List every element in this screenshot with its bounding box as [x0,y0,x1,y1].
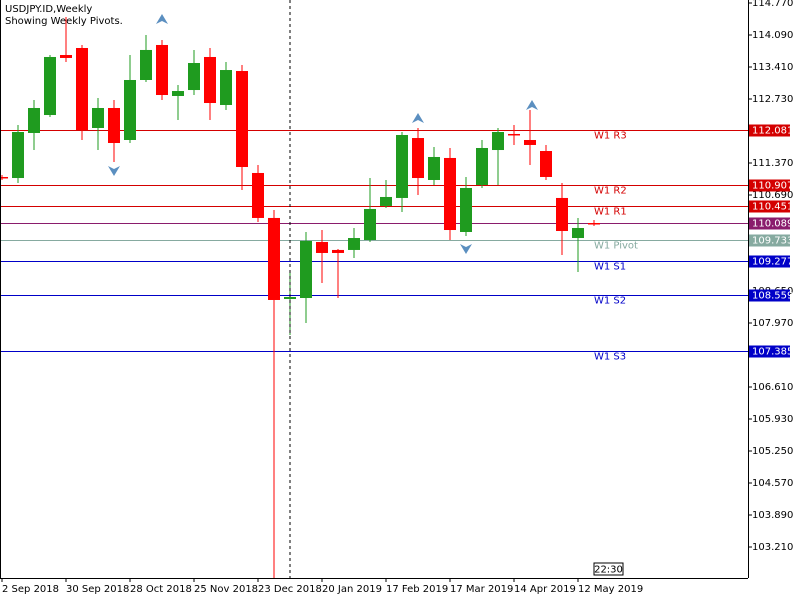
fractal-up [412,113,424,123]
fractal-up [526,100,538,110]
x-tick-label: 14 Apr 2019 [514,584,576,595]
x-tick-label: 17 Feb 2019 [386,584,448,595]
candle-body [76,47,88,131]
y-tick-label: 105.930 [752,414,793,425]
y-tick-label: 103.890 [752,510,793,521]
plot-area [0,16,748,578]
chart-subtitle: Showing Weekly Pivots. [5,16,123,27]
price-box-label: 112.081 [752,126,793,137]
candle-body [364,208,376,240]
candle-body [60,55,72,58]
x-tick-label: 20 Jan 2019 [322,584,382,595]
y-tick-label: 110.690 [752,190,793,201]
candle-body [572,227,584,239]
candle-body [92,107,104,128]
candle-body [268,217,280,300]
candle-body [252,172,264,218]
candle-body [12,131,24,179]
chart-title: USDJPY.ID,Weekly [5,4,92,15]
candle-body [380,196,392,206]
y-tick-label: 107.970 [752,318,793,329]
y-tick-label: 112.730 [752,94,793,105]
price-box [749,234,790,247]
candle-body [300,240,312,299]
price-box-label: 110.907 [752,181,793,192]
candle-body [44,56,56,116]
x-tick-label: 28 Oct 2018 [130,584,192,595]
candle-body [28,107,40,133]
candle-body [492,131,504,151]
fractal-down [108,166,120,176]
x-tick-label: 12 May 2019 [578,584,643,595]
price-box [749,345,790,358]
pivot-name: W1 Pivot [594,241,638,252]
candle-body [588,223,600,225]
candle-body [412,138,424,179]
x-tick-label: 30 Sep 2018 [66,584,129,595]
candle-body [556,197,568,232]
fractal-down [460,244,472,254]
pivot-name: W1 R1 [594,207,627,218]
candle-body [156,44,168,96]
price-box-label: 109.733 [752,236,793,247]
candle-body [188,63,200,91]
time-box [593,562,624,576]
candle-body [204,56,216,104]
candle-body [524,139,536,145]
candle-body [236,71,248,168]
price-box [749,217,790,230]
x-tick-label: 25 Nov 2018 [194,584,258,595]
price-box [749,179,790,192]
price-box-label: 109.277 [752,257,793,268]
price-box [749,200,790,213]
y-tick-label: 113.410 [752,62,793,73]
fractal-markers [108,14,538,254]
candle-body [508,133,520,136]
y-tick-label: 114.770 [752,0,793,9]
x-tick-label: 23 Dec 2018 [258,584,322,595]
pivot-name: W1 S1 [594,262,626,273]
price-box-label: 110.451 [752,202,793,213]
candle-body [460,187,472,232]
candle-body [172,91,184,96]
price-box-label: 110.089 [752,219,793,230]
candle-body [108,107,120,144]
candle-body [396,135,408,198]
x-tick-label: 17 Mar 2019 [450,584,513,595]
candle-body [220,70,232,105]
candle-body [316,242,328,253]
y-tick-label: 111.370 [752,158,793,169]
pivot-name: W1 S3 [594,352,626,363]
price-box-label: 107.385 [752,347,793,358]
candle-body [348,238,360,250]
y-tick-label: 106.610 [752,382,793,393]
time-label: 22:30 [594,565,623,576]
price-box [749,255,790,268]
candle-body [444,157,456,231]
price-box-label: 108.559 [752,291,793,302]
candle-body [428,156,440,180]
fractal-up [156,14,168,24]
candle-body [540,151,552,177]
candle-body [332,249,344,253]
candle-body [476,147,488,185]
pivot-name: W1 S2 [594,296,626,307]
pivot-name: W1 R2 [594,186,627,197]
candle-body [140,49,152,80]
x-tick-label: 2 Sep 2018 [2,584,59,595]
candle-body [0,176,8,179]
candle-body [124,79,136,140]
price-box [749,124,790,137]
y-tick-label: 105.250 [752,446,793,457]
pivot-name: W1 R3 [594,131,627,142]
y-tick-label: 103.210 [752,542,793,553]
y-tick-label: 114.090 [752,30,793,41]
candle-body [284,296,296,299]
price-box [749,289,790,302]
y-tick-label: 104.570 [752,478,793,489]
